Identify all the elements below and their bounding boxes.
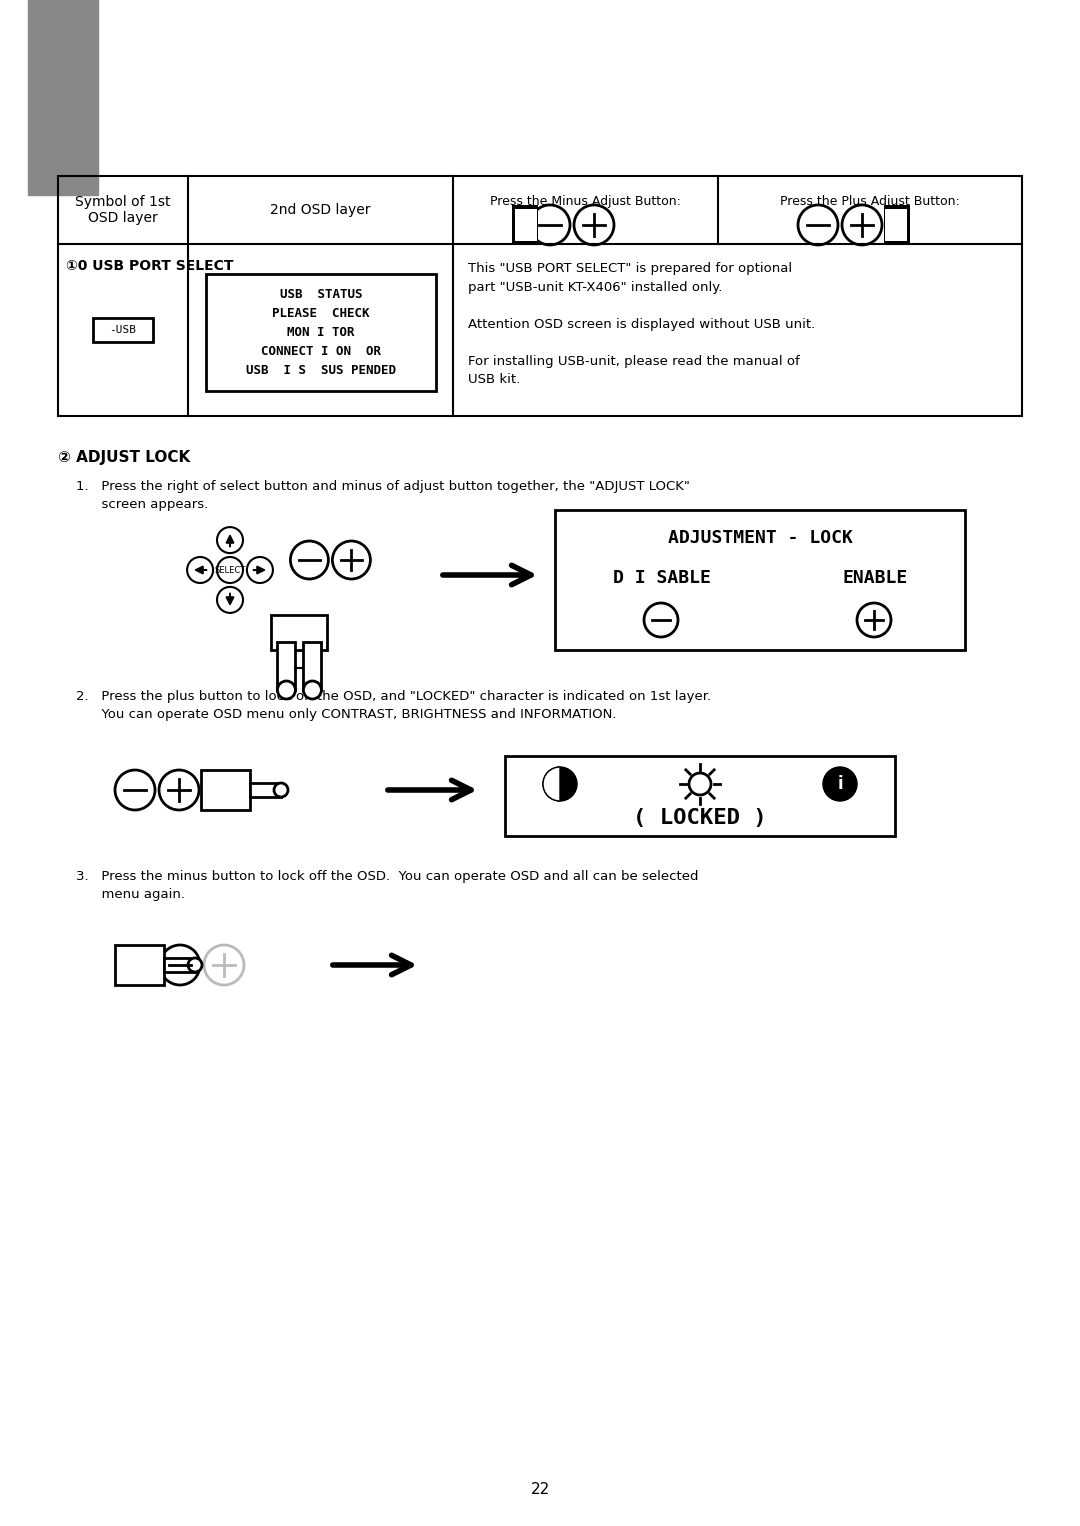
Text: ( LOCKED ): ( LOCKED ) bbox=[633, 807, 767, 829]
Text: Press the Plus Adjust Button:: Press the Plus Adjust Button: bbox=[780, 195, 960, 208]
Text: ② ADJUST LOCK: ② ADJUST LOCK bbox=[58, 450, 190, 465]
Text: ①0 USB PORT SELECT: ①0 USB PORT SELECT bbox=[66, 259, 233, 273]
Text: 2nd OSD layer: 2nd OSD layer bbox=[270, 203, 370, 217]
Text: USB  STATUS
PLEASE  CHECK
MON I TOR
CONNECT I ON  OR
USB  I S  SUS PENDED: USB STATUS PLEASE CHECK MON I TOR CONNEC… bbox=[246, 287, 396, 377]
Circle shape bbox=[274, 783, 288, 797]
Text: This "USB PORT SELECT" is prepared for optional
part "USB-unit KT-X406" installe: This "USB PORT SELECT" is prepared for o… bbox=[468, 262, 815, 386]
Circle shape bbox=[278, 681, 296, 699]
Circle shape bbox=[543, 768, 577, 801]
Circle shape bbox=[188, 958, 202, 972]
Wedge shape bbox=[543, 768, 561, 801]
Circle shape bbox=[823, 768, 858, 801]
Text: ENABLE: ENABLE bbox=[842, 569, 907, 588]
Bar bbox=[201, 771, 249, 810]
Text: 1.   Press the right of select button and minus of adjust button together, the ": 1. Press the right of select button and … bbox=[76, 481, 690, 511]
Bar bbox=[303, 642, 322, 690]
Circle shape bbox=[303, 681, 322, 699]
Bar bbox=[885, 204, 910, 246]
Text: 2.   Press the plus button to lock on the OSD, and "LOCKED" character is indicat: 2. Press the plus button to lock on the … bbox=[76, 690, 711, 720]
Text: Symbol of 1st
OSD layer: Symbol of 1st OSD layer bbox=[76, 195, 171, 226]
Bar bbox=[93, 317, 153, 342]
Bar bbox=[249, 783, 281, 797]
Bar bbox=[58, 175, 1022, 417]
Bar bbox=[206, 275, 436, 391]
Bar bbox=[114, 945, 164, 984]
Bar bbox=[555, 510, 966, 650]
Text: -USB: -USB bbox=[109, 325, 136, 336]
Text: Press the Minus Adjust Button:: Press the Minus Adjust Button: bbox=[489, 195, 680, 208]
Text: 3.   Press the minus button to lock off the OSD.  You can operate OSD and all ca: 3. Press the minus button to lock off th… bbox=[76, 870, 699, 900]
Bar bbox=[505, 755, 895, 836]
Text: 22: 22 bbox=[530, 1482, 550, 1497]
Bar bbox=[885, 209, 907, 241]
Bar bbox=[271, 615, 327, 650]
Bar bbox=[28, 0, 98, 195]
Bar bbox=[278, 642, 296, 690]
Text: i: i bbox=[837, 775, 842, 794]
Text: ADJUSTMENT - LOCK: ADJUSTMENT - LOCK bbox=[667, 530, 852, 546]
Bar bbox=[515, 209, 537, 241]
Bar bbox=[164, 958, 195, 972]
Text: SELECT: SELECT bbox=[214, 566, 245, 574]
Text: D I SABLE: D I SABLE bbox=[612, 569, 711, 588]
Bar bbox=[512, 204, 538, 246]
